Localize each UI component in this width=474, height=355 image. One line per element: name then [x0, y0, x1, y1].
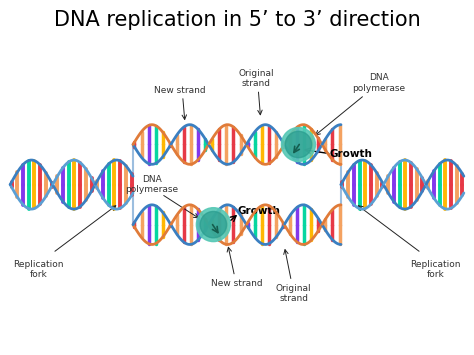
- Circle shape: [196, 208, 230, 242]
- Text: Original
strand: Original strand: [238, 69, 273, 88]
- Text: Growth: Growth: [237, 206, 280, 215]
- Text: DNA
polymerase: DNA polymerase: [352, 73, 405, 93]
- Text: DNA
polymerase: DNA polymerase: [125, 175, 179, 194]
- Text: New strand: New strand: [211, 279, 263, 288]
- Text: Original
strand: Original strand: [276, 284, 311, 303]
- Circle shape: [285, 131, 312, 158]
- Text: DNA replication in 5’ to 3’ direction: DNA replication in 5’ to 3’ direction: [54, 10, 420, 30]
- Text: Replication
fork: Replication fork: [13, 260, 64, 279]
- Circle shape: [282, 127, 316, 162]
- Text: Growth: Growth: [329, 149, 372, 159]
- Text: Replication
fork: Replication fork: [410, 260, 461, 279]
- Text: New strand: New strand: [155, 86, 206, 95]
- Circle shape: [200, 212, 227, 238]
